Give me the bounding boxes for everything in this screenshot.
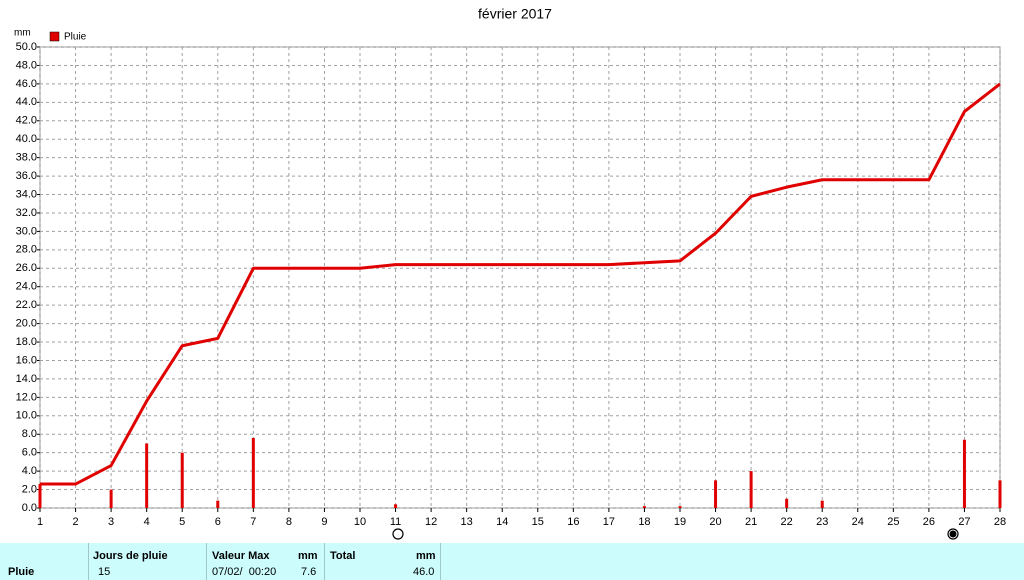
bar <box>394 504 398 508</box>
chart-title: février 2017 <box>478 6 552 22</box>
value: 15 <box>98 566 111 578</box>
line <box>40 82 1001 486</box>
unit: mm <box>416 550 436 562</box>
value: 07/02/ 00:20 <box>212 566 277 578</box>
x-tick-label: 8 <box>286 516 292 528</box>
y-tick-label: 26.0 <box>16 262 37 274</box>
y-tick-label: 34.0 <box>16 188 37 200</box>
x-tick-label: 23 <box>816 516 828 528</box>
bar <box>216 500 220 508</box>
x-tick-label: 19 <box>674 516 686 528</box>
y-tick-label: 20.0 <box>16 318 37 330</box>
x-tick-label: 21 <box>745 516 757 528</box>
bar <box>642 506 646 508</box>
y-tick-label: 30.0 <box>16 225 37 237</box>
y-axis-label: mm <box>14 28 31 39</box>
chart: février 2017 mm 0.0 2.0 4.0 6.0 8.0 10.0 12.0 1… <box>14 6 1006 540</box>
bar <box>820 500 824 508</box>
bar <box>998 480 1002 508</box>
moon-icon <box>392 528 404 540</box>
bar <box>180 452 184 508</box>
x-tick-label: 12 <box>425 516 437 528</box>
value: 46.0 <box>413 566 435 578</box>
bar <box>714 480 718 508</box>
x-tick-label: 10 <box>354 516 366 528</box>
legend-label: Pluie <box>64 32 87 43</box>
y-tick-label: 6.0 <box>22 447 37 459</box>
y-tick-label: 32.0 <box>16 207 37 219</box>
summary-table: Pluie Jours de pluie 15 Valeur Max mm 07… <box>0 543 1024 580</box>
y-tick-label: 14.0 <box>16 373 37 385</box>
row-label: Pluie <box>8 566 35 578</box>
x-tick-label: 1 <box>37 516 43 528</box>
table-cell: Pluie <box>0 543 89 580</box>
x-tick-label: 16 <box>567 516 579 528</box>
y-tick-label: 0.0 <box>22 502 37 514</box>
x-tick-label: 17 <box>603 516 615 528</box>
bar <box>38 484 42 508</box>
bar <box>749 471 753 508</box>
y-tick-label: 46.0 <box>16 78 37 90</box>
bar <box>251 437 255 508</box>
y-tick-label: 38.0 <box>16 152 37 164</box>
bar <box>678 506 682 508</box>
x-tick-label: 14 <box>496 516 508 528</box>
y-tick-label: 48.0 <box>16 59 37 71</box>
x-tick-label: 6 <box>215 516 221 528</box>
y-tick-label: 36.0 <box>16 170 37 182</box>
x-tick-label: 15 <box>532 516 544 528</box>
bar <box>109 489 113 508</box>
header: Valeur Max <box>212 550 270 562</box>
x-tick-label: 27 <box>958 516 970 528</box>
x-tick-label: 20 <box>709 516 721 528</box>
y-tick-label: 40.0 <box>16 133 37 145</box>
y-tick-label: 22.0 <box>16 299 37 311</box>
x-tick-label: 22 <box>781 516 793 528</box>
x-tick-label: 26 <box>923 516 935 528</box>
y-tick-label: 16.0 <box>16 354 37 366</box>
x-tick-label: 4 <box>144 516 150 528</box>
header: Total <box>330 550 356 562</box>
x-tick-label: 24 <box>852 516 864 528</box>
x-tick-label: 9 <box>321 516 327 528</box>
x-tick-label: 7 <box>250 516 256 528</box>
x-tick-label: 18 <box>638 516 650 528</box>
bar <box>785 498 789 508</box>
table-cell: Valeur Max mm 07/02/ 00:20 7.6 <box>207 543 325 580</box>
y-tick-label: 50.0 <box>16 41 37 53</box>
table-cell: Jours de pluie 15 <box>88 543 207 580</box>
table-cell: Total mm 46.0 <box>325 543 441 580</box>
header: Jours de pluie <box>93 550 168 562</box>
bar <box>962 439 966 508</box>
y-tick-label: 12.0 <box>16 391 37 403</box>
legend-swatch <box>49 31 60 42</box>
y-tick-label: 24.0 <box>16 281 37 293</box>
y-tick-label: 18.0 <box>16 336 37 348</box>
x-tick-label: 2 <box>72 516 78 528</box>
y-tick-label: 44.0 <box>16 96 37 108</box>
y-tick-label: 42.0 <box>16 115 37 127</box>
x-tick-label: 28 <box>994 516 1006 528</box>
y-tick-label: 8.0 <box>22 428 37 440</box>
y-tick-label: 2.0 <box>22 483 37 495</box>
x-tick-label: 3 <box>108 516 114 528</box>
value: 7.6 <box>301 566 317 578</box>
unit: mm <box>298 550 318 562</box>
x-tick-label: 13 <box>461 516 473 528</box>
x-tick-label: 11 <box>390 516 401 528</box>
x-tick-label: 5 <box>179 516 185 528</box>
bar <box>145 443 149 508</box>
y-tick-label: 28.0 <box>16 244 37 256</box>
y-tick-label: 4.0 <box>22 465 37 477</box>
x-tick-label: 25 <box>887 516 899 528</box>
y-tick-label: 10.0 <box>16 410 37 422</box>
moon-icon <box>949 530 957 538</box>
plot-frame <box>39 46 1001 509</box>
